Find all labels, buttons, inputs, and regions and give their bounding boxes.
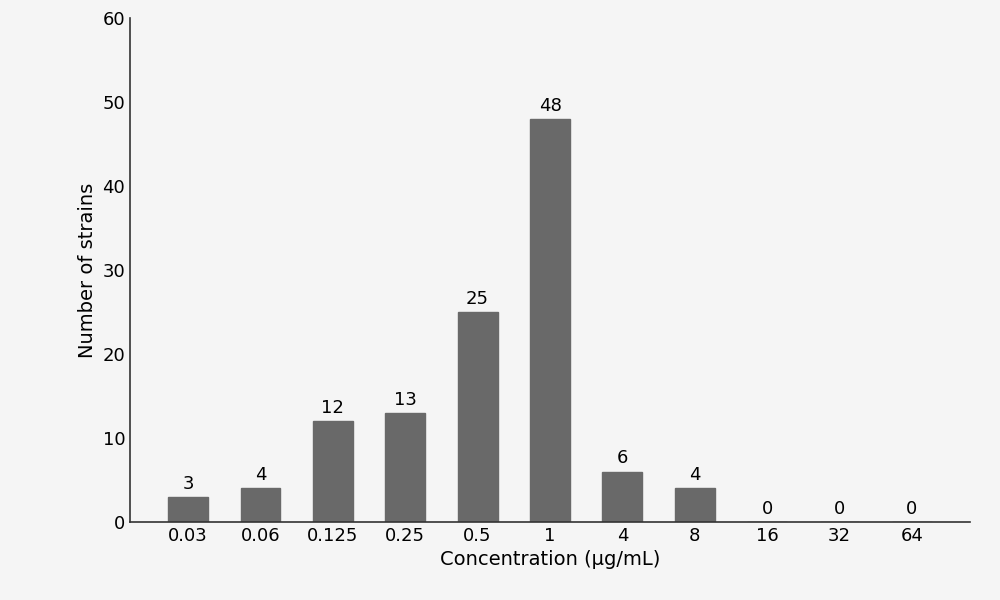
Text: 6: 6 <box>617 449 628 467</box>
Text: 4: 4 <box>255 466 266 484</box>
Bar <box>602 472 642 522</box>
Text: 0: 0 <box>834 500 845 518</box>
Text: 25: 25 <box>466 290 489 308</box>
Bar <box>168 497 208 522</box>
Text: 0: 0 <box>906 500 918 518</box>
Bar <box>313 421 353 522</box>
Bar <box>241 488 280 522</box>
Text: 4: 4 <box>689 466 701 484</box>
Bar <box>530 119 570 522</box>
Text: 3: 3 <box>182 475 194 493</box>
Bar <box>385 413 425 522</box>
Text: 48: 48 <box>539 97 561 115</box>
Text: 13: 13 <box>394 391 417 409</box>
Text: 0: 0 <box>762 500 773 518</box>
Y-axis label: Number of strains: Number of strains <box>78 182 97 358</box>
X-axis label: Concentration (μg/mL): Concentration (μg/mL) <box>440 550 660 569</box>
Text: 12: 12 <box>321 399 344 417</box>
Bar <box>675 488 715 522</box>
Bar <box>458 312 498 522</box>
